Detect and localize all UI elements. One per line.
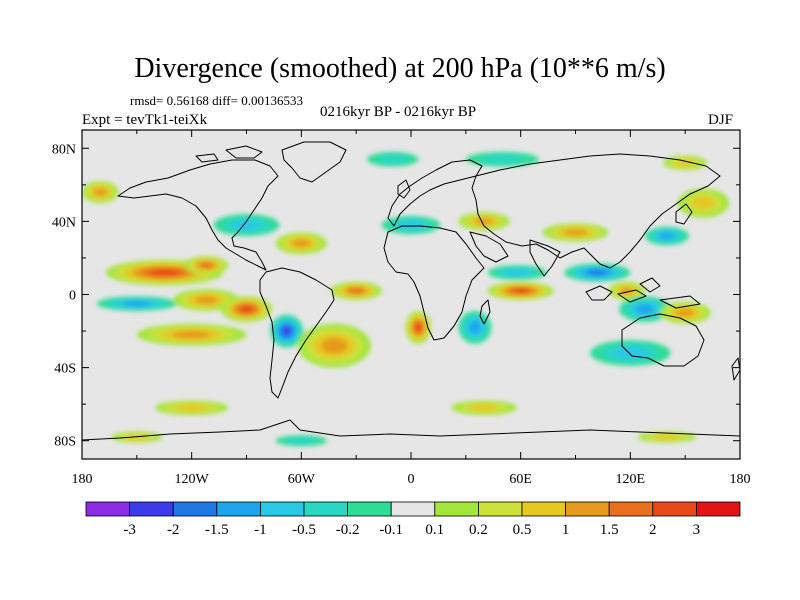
rmsd-diff-stats: rmsd= 0.56168 diff= 0.00136533 — [130, 93, 303, 108]
divergence-contour — [282, 327, 291, 336]
legend-label: 1 — [562, 522, 570, 538]
y-tick-label: 40N — [52, 215, 76, 230]
divergence-contour — [175, 404, 208, 412]
legend-swatch — [652, 501, 697, 517]
y-tick-label: 0 — [69, 289, 76, 304]
legend-label: 0.5 — [513, 522, 532, 538]
divergence-contour — [512, 288, 529, 294]
experiment-label: Expt = tevTk1-teiXk — [82, 112, 208, 128]
legend-swatch — [259, 501, 305, 517]
divergence-field — [82, 151, 730, 447]
coastline-india — [529, 239, 561, 277]
coastline-africa — [383, 225, 485, 341]
legend-swatch — [303, 501, 348, 517]
divergence-contour — [588, 269, 607, 276]
x-tick-label: 60W — [288, 472, 316, 487]
legend-label: -0.1 — [379, 522, 403, 538]
coastline-europe — [387, 159, 483, 227]
divergence-contour — [415, 323, 422, 332]
legend-swatch — [608, 501, 654, 517]
legend-label: -0.2 — [336, 522, 360, 538]
divergence-contour — [122, 301, 151, 307]
axes: 80N 40N 0 40S 80S 180 120W 60W 0 60E 120E 180 — [52, 130, 751, 487]
coastline-new-zealand — [731, 357, 740, 381]
coastline-north-america — [117, 159, 279, 271]
legend-label: 3 — [693, 522, 701, 538]
divergence-contour — [321, 338, 347, 354]
coastline-arctic-islands — [195, 145, 263, 163]
divergence-contour — [564, 229, 587, 236]
divergence-contour — [612, 347, 649, 359]
coastlines — [82, 141, 740, 441]
x-tick-label: 180 — [730, 472, 751, 487]
divergence-contour — [636, 304, 654, 314]
legend-label: -0.5 — [292, 522, 316, 538]
divergence-contour — [172, 330, 211, 339]
coastline-indonesia — [585, 277, 701, 309]
legend-swatch — [521, 501, 566, 517]
coastline-british-isles — [397, 179, 411, 199]
legend-swatch — [347, 501, 392, 517]
legend-swatch — [85, 501, 130, 517]
time-period-label: 0216kyr BP - 0216kyr BP — [320, 104, 477, 120]
legend-swatch — [172, 501, 218, 517]
legend-label: 2 — [649, 522, 657, 538]
legend-label: 0.1 — [425, 522, 444, 538]
legend-swatch — [434, 501, 479, 517]
divergence-contour — [676, 308, 695, 317]
season-label: DJF — [708, 112, 734, 128]
x-tick-label: 60E — [509, 472, 532, 487]
x-tick-label: 0 — [408, 472, 415, 487]
divergence-contour — [398, 220, 424, 230]
divergence-contour — [504, 269, 531, 276]
legend-swatch — [129, 501, 174, 517]
coastline-japan — [675, 203, 693, 225]
legend-label: -1.5 — [205, 522, 229, 538]
coastline-south-america — [259, 267, 335, 399]
divergence-contour — [240, 306, 253, 313]
color-legend: -3 -2 -1.5 -1 -0.5 -0.2 -0.1 0.1 0.2 0.5 1 1.5 2 3 — [85, 501, 741, 538]
plot-title: Divergence (smoothed) at 200 hPa (10**6 … — [134, 53, 666, 84]
legend-swatch — [390, 501, 436, 517]
y-tick-label: 80N — [52, 142, 76, 157]
legend-swatch — [565, 501, 610, 517]
divergence-contour — [348, 288, 364, 294]
divergence-contour — [285, 437, 318, 445]
legend-swatch — [696, 501, 741, 517]
legend-label: -3 — [123, 522, 136, 538]
x-tick-label: 180 — [72, 472, 93, 487]
divergence-contour — [479, 154, 525, 164]
divergence-contour — [292, 239, 311, 248]
divergence-contour — [376, 154, 409, 164]
divergence-contour — [659, 232, 675, 240]
divergence-contour — [231, 220, 262, 230]
coastline-madagascar — [479, 299, 491, 325]
divergence-contour — [150, 269, 179, 276]
legend-label: -1 — [254, 522, 267, 538]
divergence-contour — [469, 321, 481, 334]
legend-label: -2 — [167, 522, 180, 538]
divergence-contour — [653, 434, 680, 440]
divergence-contour — [692, 196, 715, 210]
divergence-contour — [93, 188, 107, 196]
x-tick-label: 120E — [616, 472, 646, 487]
legend-label: 1.5 — [600, 522, 619, 538]
divergence-contour — [675, 159, 695, 167]
coastline-arabian-peninsula — [469, 231, 509, 263]
x-tick-label: 120W — [175, 472, 210, 487]
divergence-contour — [469, 404, 499, 412]
coastline-greenland — [281, 141, 347, 183]
coastline-asia — [471, 153, 721, 269]
coastline-australia — [621, 313, 705, 367]
legend-swatch — [216, 501, 261, 517]
y-tick-label: 40S — [54, 362, 76, 377]
coastline-antarctica — [82, 419, 740, 441]
y-tick-label: 80S — [54, 435, 76, 450]
legend-swatch — [477, 501, 523, 517]
legend-label: 0.2 — [469, 522, 488, 538]
divergence-contour — [194, 296, 218, 304]
divergence-contour — [475, 218, 494, 225]
divergence-contour — [200, 262, 213, 268]
